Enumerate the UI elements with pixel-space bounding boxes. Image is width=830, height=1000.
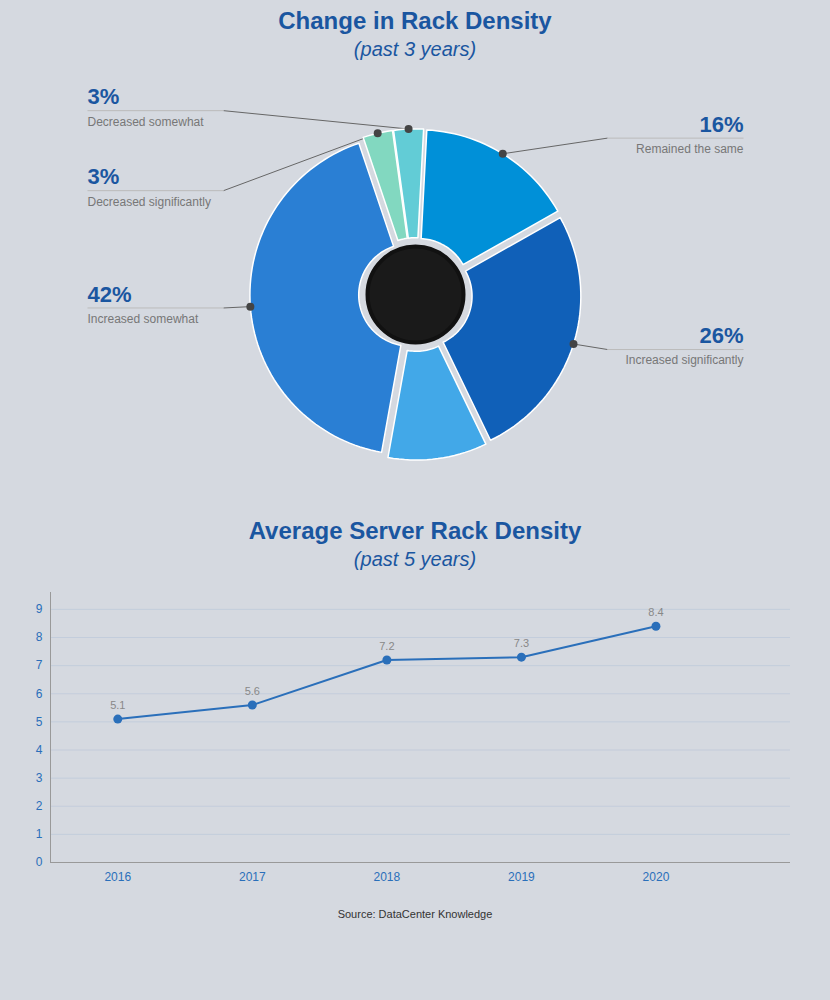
- svg-text:7: 7: [36, 658, 43, 672]
- svg-text:Increased somewhat: Increased somewhat: [88, 312, 199, 326]
- svg-text:2017: 2017: [239, 870, 266, 884]
- svg-text:6: 6: [36, 687, 43, 701]
- svg-text:42%: 42%: [88, 282, 132, 307]
- svg-text:8: 8: [36, 630, 43, 644]
- svg-text:2: 2: [36, 799, 43, 813]
- svg-text:0: 0: [36, 855, 43, 869]
- svg-text:3%: 3%: [88, 84, 120, 109]
- svg-text:9: 9: [36, 602, 43, 616]
- svg-text:3%: 3%: [88, 164, 120, 189]
- html-text:(past 5 years): (past 5 years): [353, 548, 477, 570]
- svg-text:7.2: 7.2: [379, 640, 394, 652]
- svg-text:2019: 2019: [508, 870, 535, 884]
- svg-text:5.6: 5.6: [245, 685, 260, 697]
- svg-text:4: 4: [36, 743, 43, 757]
- svg-text:3: 3: [36, 771, 43, 785]
- html-text:Average Server Rack Density: Average Server Rack Density: [248, 517, 582, 544]
- svg-text:Increased significantly: Increased significantly: [625, 353, 743, 367]
- svg-text:2020: 2020: [643, 870, 670, 884]
- svg-text:8.4: 8.4: [648, 606, 663, 618]
- html-text:(past 3 years): (past 3 years): [353, 38, 477, 60]
- svg-text:2018: 2018: [374, 870, 401, 884]
- svg-text:26%: 26%: [699, 323, 743, 348]
- html-text:Change in Rack Density: Change in Rack Density: [278, 7, 552, 34]
- svg-text:Decreased significantly: Decreased significantly: [88, 195, 211, 209]
- svg-text:Decreased somewhat: Decreased somewhat: [88, 115, 205, 129]
- svg-text:1: 1: [36, 827, 43, 841]
- svg-text:7.3: 7.3: [514, 637, 529, 649]
- svg-text:2016: 2016: [104, 870, 131, 884]
- svg-text:Remained the same: Remained the same: [636, 142, 744, 156]
- svg-text:5.1: 5.1: [110, 699, 125, 711]
- html-text:Source: DataCenter Knowledge: Source: DataCenter Knowledge: [337, 908, 493, 920]
- svg-text:16%: 16%: [699, 112, 743, 137]
- svg-text:5: 5: [36, 715, 43, 729]
